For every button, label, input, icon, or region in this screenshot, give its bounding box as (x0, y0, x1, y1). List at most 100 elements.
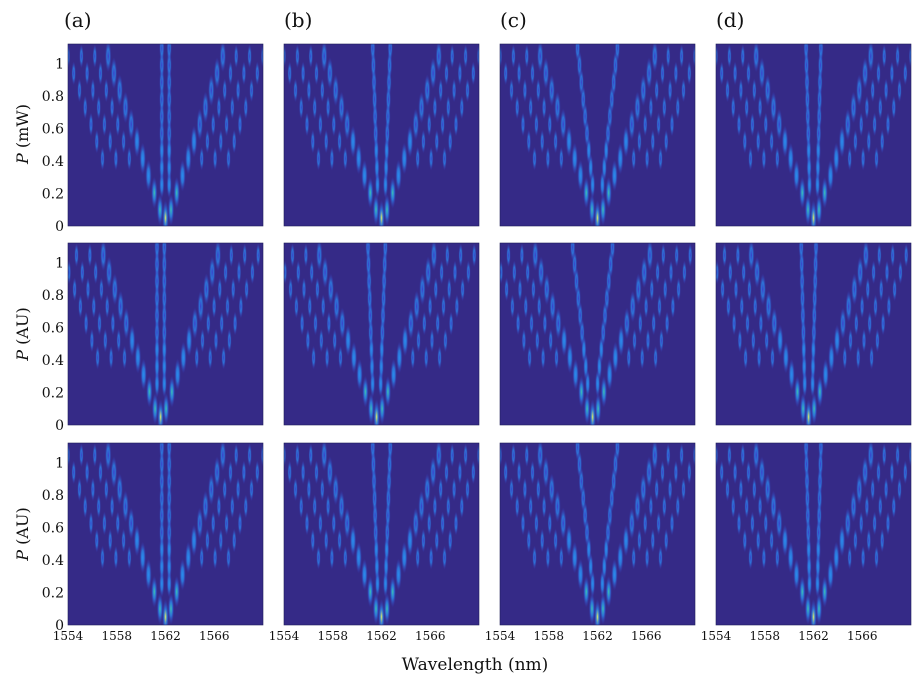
spectral-streak (428, 545, 434, 570)
spectral-streak (222, 78, 227, 103)
spectral-streak (277, 243, 281, 267)
spectral-streak (645, 328, 651, 353)
spectral-streak (227, 328, 232, 353)
spectral-streak (429, 456, 437, 489)
spectral-streak (244, 277, 249, 302)
spectral-streak (344, 324, 352, 357)
spectral-streak (228, 61, 233, 86)
spectral-streak (748, 243, 755, 272)
spectral-streak (127, 146, 132, 171)
x-tick-label: 1566 (415, 629, 446, 643)
spectral-streak (869, 345, 874, 370)
spectral-streak (845, 290, 852, 323)
row-y-axis-titles: P (mW) P (AU) P (AU) (13, 104, 32, 562)
spectral-streak (799, 392, 807, 425)
spectral-streak (560, 108, 567, 141)
spectral-streak (437, 345, 442, 370)
spectral-streak (882, 44, 887, 69)
spectral-streak (844, 507, 851, 540)
spectral-streak (763, 112, 768, 137)
spectral-streak (441, 294, 446, 319)
spectral-streak (98, 460, 103, 485)
spectral-streak (656, 511, 661, 536)
spectral-streak (651, 44, 658, 73)
spectral-streak (235, 477, 241, 502)
spectral-streak (864, 494, 870, 519)
spectral-streak (241, 460, 247, 485)
spectral-streak (419, 273, 426, 306)
spectral-streak (93, 260, 98, 285)
spectral-streak (321, 44, 328, 73)
spectral-streak (741, 260, 746, 285)
spectral-streak (847, 146, 852, 171)
spectral-streak (565, 524, 573, 557)
spectral-streak (445, 243, 450, 268)
spectral-streak (349, 524, 357, 557)
spectral-streak (626, 345, 631, 370)
spectral-streak (217, 277, 222, 302)
panel-frame (499, 442, 696, 626)
spectral-streak (578, 375, 585, 408)
spectral-streak (466, 260, 471, 285)
spectral-streak (854, 311, 859, 336)
panel-frame (283, 442, 480, 626)
spectral-streak (531, 277, 536, 302)
x-tick-label: 1554 (269, 629, 300, 643)
spectral-streak (725, 477, 730, 502)
spectral-streak (787, 541, 794, 574)
spectral-streak (681, 78, 686, 103)
spectral-streak (318, 112, 323, 137)
panel-frame (499, 43, 696, 227)
spectral-streak (443, 328, 448, 353)
panel-frame (715, 442, 912, 626)
y-tick-label: 0.2 (42, 187, 64, 203)
spectral-streak (577, 558, 584, 591)
spectral-streak (850, 91, 857, 124)
spectral-streak (396, 341, 403, 374)
spectral-streak (84, 460, 90, 485)
spectral-streak (326, 456, 334, 489)
spectral-streak (389, 176, 396, 209)
spectral-streak (421, 528, 426, 553)
spectral-streak (732, 61, 738, 86)
spectral-streak (719, 460, 724, 485)
heatmap-panel (67, 43, 264, 227)
spectral-streak (249, 477, 254, 502)
spectral-streak (692, 44, 695, 69)
panel-frame (283, 242, 480, 426)
spectral-streak (764, 328, 769, 353)
spectral-streak (300, 460, 306, 485)
spectral-streak (242, 243, 247, 268)
spectral-streak (250, 260, 255, 285)
x-tick-label: 1562 (798, 629, 829, 643)
spectral-streak (833, 324, 841, 357)
spectral-streak (236, 260, 242, 285)
spectral-streak (453, 112, 459, 137)
spectral-streak (611, 558, 618, 591)
spectral-streak (745, 311, 750, 336)
spectral-streak (415, 545, 420, 570)
spectral-streak (803, 443, 809, 462)
spectral-streak (739, 294, 744, 319)
spectral-streak (747, 277, 752, 302)
spectral-streak (439, 260, 444, 285)
spectral-streak (429, 328, 435, 353)
spectral-streak (200, 328, 205, 353)
spectral-streak (117, 290, 124, 323)
spectral-streak (321, 443, 328, 472)
spectral-streak (545, 545, 551, 570)
spectral-streak (827, 558, 834, 591)
spectral-streak (667, 78, 673, 103)
spectral-streak (540, 129, 545, 154)
spectral-streak (761, 545, 767, 570)
spectral-streak (332, 473, 339, 506)
spectral-streak (234, 44, 239, 69)
spectral-streak (516, 460, 522, 485)
spectral-streak (675, 494, 680, 519)
spectral-streak (898, 260, 903, 285)
spectral-streak (83, 95, 88, 120)
spectral-streak (860, 545, 866, 570)
spectral-streak (463, 443, 468, 468)
spectral-streak (644, 146, 650, 171)
spectral-streak (97, 311, 102, 336)
